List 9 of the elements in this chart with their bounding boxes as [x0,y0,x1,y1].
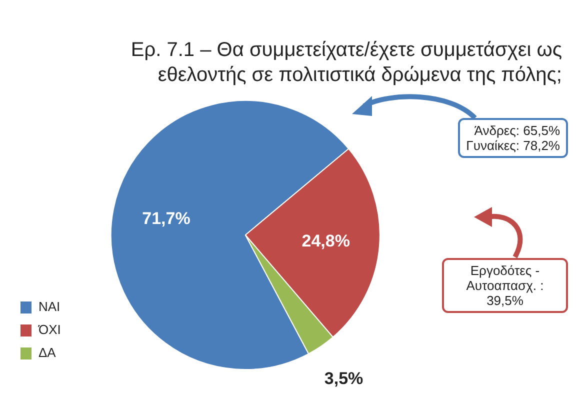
text: Εργοδότες - Αυτοαπασχ. : 39,5% [442,258,568,313]
data-label: 71,7% [142,209,190,228]
data-label: 24,8% [302,231,350,250]
legend-label: ΔΑ [38,345,56,360]
legend-label: ΝΑΙ [38,299,60,314]
chart-title: Ερ. 7.1 – Θα συμμετείχατε/έχετε συμμετάσχει ως εθελοντής σε πολιτιστικά δρώμενα της πόλης; [130,38,562,88]
data-label: 3,5% [324,368,364,388]
text: Άνδρες: 65,5% Γυναίκες: 78,2% [458,118,568,158]
legend-label: ΌΧΙ [38,322,61,338]
